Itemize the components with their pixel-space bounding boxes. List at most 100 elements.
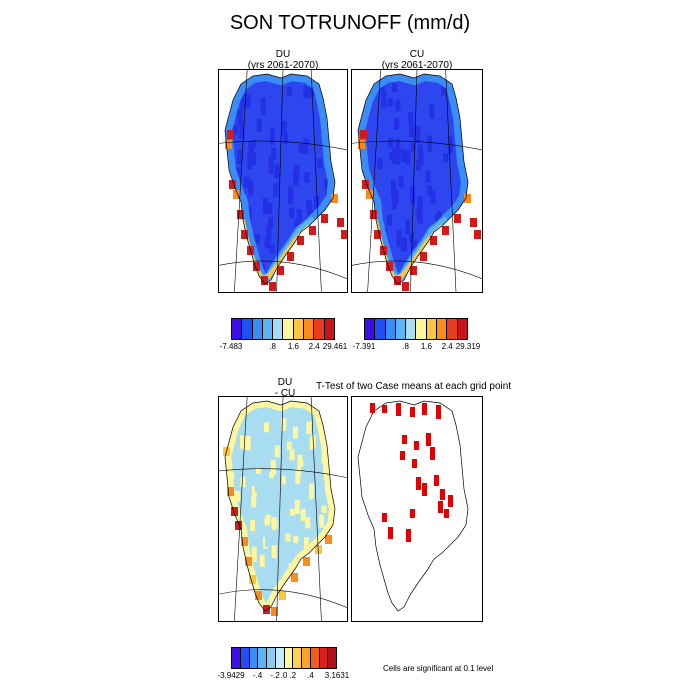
grid-cell [314,196,320,210]
significant-cell [388,527,393,539]
grid-cell [247,152,253,170]
grid-cell [307,201,313,218]
coastal-cell [321,214,328,223]
grid-cell [405,219,411,235]
grid-cell [417,196,423,214]
grid-cell [301,426,307,441]
colorbar-cu-labels: -7.391 .8 1.6 2.4 29.319 [353,342,481,354]
latitude-line [219,260,347,279]
grid-cell [294,219,300,232]
grid-cell [320,562,326,571]
grid-cell [271,465,276,476]
colorbar-du [231,318,335,340]
greenland-field [358,74,468,284]
significant-cell [382,405,387,413]
colorbar-du-swatch [232,319,243,339]
colorbar-du-label: -7.483 [219,342,243,351]
colorbar-du-label: 2.4 [308,342,320,351]
grid-cell [310,568,316,584]
coastal-cell [360,130,367,139]
grid-cell [306,421,312,435]
greenland-coastline [224,400,336,612]
colorbar-du-labels: -7.483 .8 1.6 2.4 29.461 [220,342,348,354]
map-ttest [351,396,483,622]
grid-cell [228,574,234,590]
coastal-cell [241,537,248,546]
colorbar-diff-label: .2 [289,671,297,680]
grid-cell [447,136,453,154]
grid-cell [240,476,246,488]
grid-cell [274,486,280,502]
grid-cell [287,485,293,493]
coastal-cell [271,607,278,616]
grid-cell [405,150,411,165]
colorbar-diff-swatch [293,648,302,668]
grid-cell [269,472,275,479]
coastal-cell [227,130,234,139]
grid-cell [306,602,312,611]
grid-cell [416,207,422,221]
greenland-field [225,401,335,611]
coastal-cell [474,230,481,239]
coastal-cell [241,230,248,239]
grid-cell [306,586,312,600]
grid-cell [388,138,394,148]
grid-cell [254,482,260,492]
grid-cell [268,216,274,228]
grid-cell [327,92,333,109]
grid-cell [274,164,280,179]
grid-cell [271,148,276,160]
map-cu [351,69,483,293]
coastal-cell [227,487,234,496]
coastal-cell [464,194,471,203]
grid-cell [242,586,248,602]
grid-cell [271,516,277,531]
grid-cell [393,189,399,204]
grid-cell [303,86,309,98]
grid-cell [412,240,418,256]
significant-cell [430,447,435,460]
coastal-cell [362,180,369,189]
grid-cell [321,554,327,565]
grid-cell [259,554,265,567]
colorbar-diff-label: -.4 [252,671,263,680]
colorbar-diff-label: 3.1631 [324,671,350,680]
grid-cell [298,540,304,553]
coastal-cell [297,236,304,245]
colorbar-diff-label: -.2 [270,671,280,680]
grid-cell [392,83,398,93]
grid-cell [250,520,256,532]
grid-cell [273,182,279,197]
grid-cell [400,237,406,252]
grid-cell [287,524,293,537]
grid-cell [233,125,239,135]
grid-cell [418,151,424,167]
grid-cell [443,153,448,163]
grid-cell [267,576,273,591]
coastal-cell [261,276,268,285]
grid-cell [303,138,309,154]
ttest-title: T-Test of two Case means at each grid po… [316,381,512,392]
coastal-cell [366,190,373,199]
significant-cell [382,513,387,522]
grid-cell [294,165,300,181]
grid-cell [369,267,375,282]
grid-cell [374,257,380,275]
coastal-cell [231,507,238,516]
coastal-cell [235,521,242,530]
grid-cell [289,207,295,219]
grid-cell [251,139,257,149]
grid-cell [241,512,246,525]
grid-cell [271,488,276,503]
grid-cell [270,415,276,426]
greenland-coastline [357,73,469,285]
significant-cell [370,403,375,413]
grid-cell [301,466,307,477]
colorbar-du-label: .8 [269,342,276,351]
grid-cell [296,209,302,223]
grid-cell [314,589,320,604]
colorbar-du-swatch [324,319,334,339]
grid-cell [262,556,268,567]
panel-cu-name: CU [409,49,425,60]
colorbar-du-label: 29.461 [322,342,348,351]
